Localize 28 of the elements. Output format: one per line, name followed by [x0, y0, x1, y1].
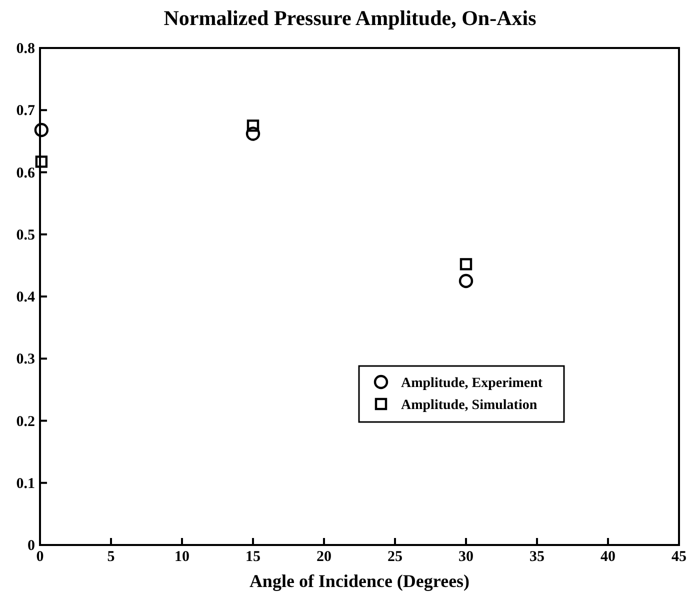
y-tick-label: 0.2 [16, 414, 35, 430]
y-tick-label: 0.8 [16, 41, 35, 57]
y-tick-label: 0.6 [16, 165, 36, 182]
y-tick-label: 0.5 [16, 227, 35, 244]
x-tick-label: 40 [600, 549, 616, 565]
legend-label: Amplitude, Experiment [401, 376, 543, 391]
x-tick-label: 10 [174, 549, 190, 565]
y-tick-label: 0.7 [16, 103, 36, 120]
point [246, 120, 260, 132]
x-tick-label: 15 [246, 549, 260, 565]
y-tick-label: 0.1 [16, 476, 35, 492]
point [458, 274, 474, 288]
y-tick-label: 0 [28, 538, 35, 554]
x-tick-label: 5 [107, 549, 115, 565]
x-tick-label: 20 [316, 549, 332, 565]
point [35, 156, 48, 168]
x-axis-title: Angle of Incidence (Degrees) [249, 571, 470, 591]
legend-label: Amplitude, Simulation [401, 398, 538, 413]
y-tick-label: 0.3 [16, 352, 35, 368]
point [460, 258, 472, 270]
point [34, 122, 49, 138]
x-tick-label: 25 [388, 549, 402, 565]
x-tick-label: 30 [458, 549, 474, 565]
y-tick-label: 0.4 [16, 290, 36, 306]
chart-title: Normalized Pressure Amplitude, On-Axis [164, 6, 536, 30]
point [246, 126, 260, 141]
x-tick-label: 35 [530, 549, 544, 565]
x-tick-label: 45 [672, 549, 686, 565]
